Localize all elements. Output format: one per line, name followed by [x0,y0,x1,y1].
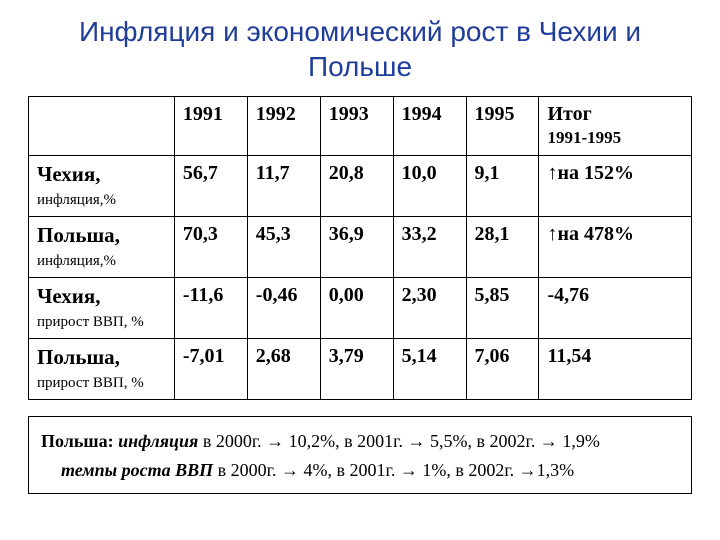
footnote-line-2: темпы роста ВВП в 2000г. → 4%, в 2001г. … [41,456,679,485]
header-empty [29,97,175,156]
cell: 36,9 [320,217,393,278]
header-1993: 1993 [320,97,393,156]
slide: Инфляция и экономический рост в Чехии и … [0,0,720,540]
cell: -11,6 [174,278,247,339]
header-1992: 1992 [247,97,320,156]
cell: 33,2 [393,217,466,278]
row-label: Чехия, прирост ВВП, % [29,278,175,339]
cell: 2,30 [393,278,466,339]
footnote-gdp-label: темпы роста ВВП [61,460,213,480]
row-label-small: инфляция,% [37,192,116,208]
row-label-big: Чехия, [37,284,168,309]
cell: 5,85 [466,278,539,339]
cell: -7,01 [174,339,247,400]
cell: 56,7 [174,156,247,217]
cell: 2,68 [247,339,320,400]
cell: 9,1 [466,156,539,217]
table-row: Чехия, инфляция,% 56,7 11,7 20,8 10,0 9,… [29,156,692,217]
cell: 11,7 [247,156,320,217]
cell: 5,14 [393,339,466,400]
row-label-big: Польша, [37,345,168,370]
cell: 45,3 [247,217,320,278]
header-total-small: 1991-1995 [547,128,621,147]
row-label: Польша, прирост ВВП, % [29,339,175,400]
row-label-big: Польша, [37,223,168,248]
cell: 10,0 [393,156,466,217]
footnote-country: Польша: [41,431,118,451]
footnote-gdp-vals: в 2000г. → 4%, в 2001г. → 1%, в 2002г. →… [213,460,574,480]
cell: 70,3 [174,217,247,278]
slide-title: Инфляция и экономический рост в Чехии и … [28,14,692,84]
header-total-big: Итог [547,103,685,126]
table-row: Польша, инфляция,% 70,3 45,3 36,9 33,2 2… [29,217,692,278]
cell: 3,79 [320,339,393,400]
cell: 28,1 [466,217,539,278]
cell: 20,8 [320,156,393,217]
cell: 11,54 [539,339,692,400]
footnote-line-1: Польша: инфляция в 2000г. → 10,2%, в 200… [41,427,679,456]
footnote-infl-vals: в 2000г. → 10,2%, в 2001г. → 5,5%, в 200… [198,431,600,451]
footnote-box: Польша: инфляция в 2000г. → 10,2%, в 200… [28,416,692,494]
row-label-small: инфляция,% [37,253,116,269]
header-total: Итог 1991-1995 [539,97,692,156]
cell: ↑на 152% [539,156,692,217]
cell: -0,46 [247,278,320,339]
row-label: Польша, инфляция,% [29,217,175,278]
cell: -4,76 [539,278,692,339]
data-table: 1991 1992 1993 1994 1995 Итог 1991-1995 … [28,96,692,400]
row-label-small: прирост ВВП, % [37,314,144,330]
table-row: Чехия, прирост ВВП, % -11,6 -0,46 0,00 2… [29,278,692,339]
footnote-infl-label: инфляция [118,431,198,451]
table-row: Польша, прирост ВВП, % -7,01 2,68 3,79 5… [29,339,692,400]
row-label-small: прирост ВВП, % [37,375,144,391]
header-1991: 1991 [174,97,247,156]
row-label-big: Чехия, [37,162,168,187]
cell: 0,00 [320,278,393,339]
header-1995: 1995 [466,97,539,156]
cell: ↑на 478% [539,217,692,278]
header-1994: 1994 [393,97,466,156]
row-label: Чехия, инфляция,% [29,156,175,217]
table-header-row: 1991 1992 1993 1994 1995 Итог 1991-1995 [29,97,692,156]
cell: 7,06 [466,339,539,400]
